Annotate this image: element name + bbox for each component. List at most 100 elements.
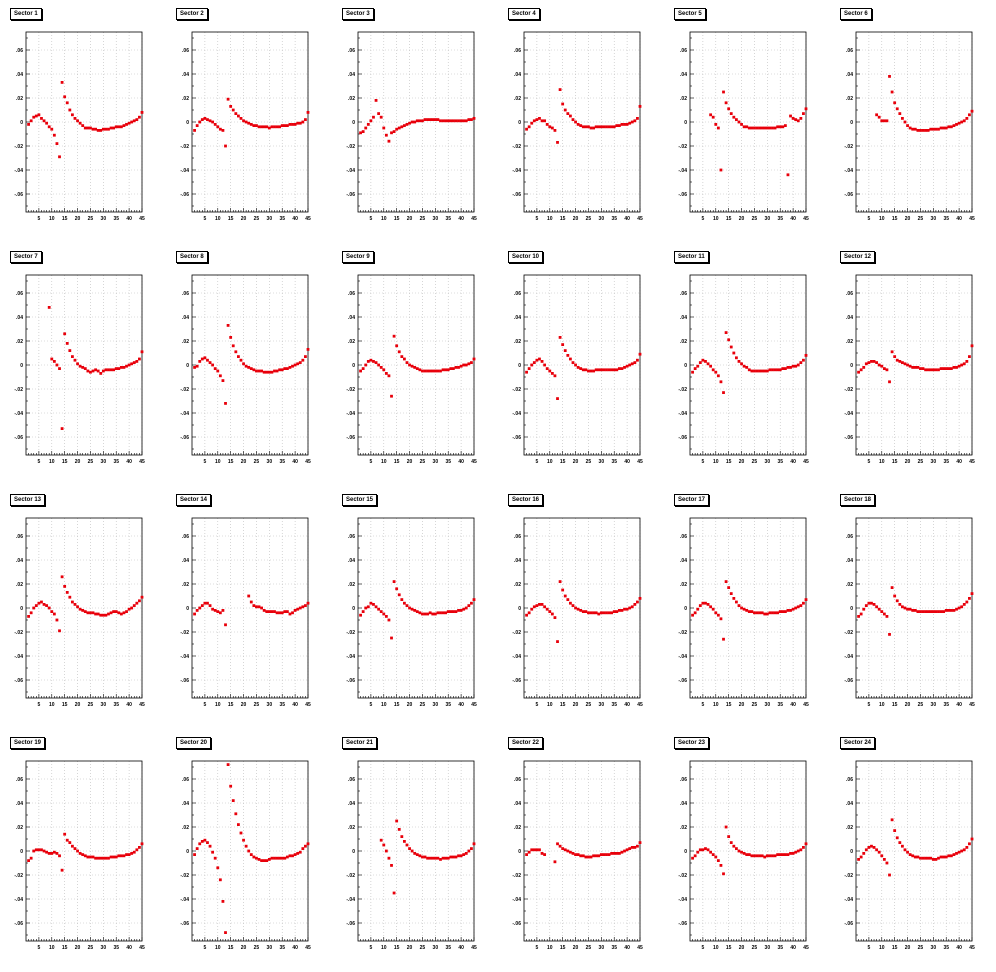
data-point [382,126,386,130]
y-tick-label: 0 [850,120,853,126]
x-tick-label: 40 [790,216,796,222]
data-point [906,124,909,127]
data-point [384,849,388,853]
data-point [459,609,463,612]
data-point [931,368,935,372]
data-point [636,844,639,848]
y-tick-label: .04 [846,72,853,78]
data-point [255,369,258,373]
data-point [122,124,126,127]
y-tick-label: .02 [846,825,853,831]
data-point [107,127,110,131]
x-tick-label: 10 [381,702,387,708]
y-tick-label: .06 [846,534,853,540]
data-point [439,369,442,373]
panel-title: Sector 23 [674,737,710,749]
y-tick-label: .06 [846,48,853,54]
data-point [224,623,227,627]
x-tick-label: 20 [407,216,413,222]
data-point [602,853,606,856]
data-point [364,363,368,367]
data-point [890,818,894,822]
y-tick-label: -.02 [512,387,521,393]
data-point [636,600,639,604]
y-tick-label: -.02 [844,144,853,150]
data-point [696,364,700,368]
data-point [301,120,305,124]
x-tick-label: 30 [267,216,273,222]
data-point [719,617,723,621]
data-point [428,611,432,615]
data-point [888,633,891,636]
y-tick-label: -.04 [678,897,687,903]
data-point [742,607,746,611]
data-point [242,838,245,842]
panel-title: Sector 10 [508,251,544,263]
x-tick-label: 35 [445,945,451,951]
data-point [698,361,702,364]
data-point [895,107,899,111]
data-point [584,125,588,129]
data-point [768,854,772,858]
x-tick-label: 25 [88,459,94,465]
data-point [203,356,207,360]
x-tick-label: 45 [637,216,643,222]
x-tick-label: 5 [867,702,870,708]
data-point [960,120,964,124]
data-point [454,610,458,613]
y-tick-label: .04 [846,801,853,807]
data-point [76,849,79,853]
data-point [908,607,912,611]
y-tick-label: -.04 [346,654,355,660]
data-point [571,118,575,121]
data-point [901,605,904,609]
y-tick-label: .02 [348,339,355,345]
data-point [68,595,72,599]
data-point [628,847,632,850]
data-point [413,366,417,369]
data-point [211,120,215,124]
data-point [410,364,414,368]
data-point [548,369,552,373]
data-point [130,852,134,855]
y-tick-label: 0 [352,849,355,855]
y-tick-label: -.04 [14,654,23,660]
data-point [226,324,230,327]
data-point [937,127,940,131]
data-point [40,600,43,604]
data-point [706,362,710,366]
data-point [65,101,69,105]
data-point [304,604,307,607]
data-point [55,618,59,622]
x-tick-label: 35 [611,459,617,465]
x-tick-label: 40 [458,459,464,465]
sector-panel: Sector 21 5 10 15 20 25 30 35 40 45 -.06 -.04 -.02 0.… [334,729,500,972]
data-point [804,354,808,357]
x-tick-label: 25 [420,945,426,951]
data-point [47,125,51,129]
data-point [768,611,772,615]
data-point [916,610,920,613]
data-point [96,129,100,132]
x-tick-label: 35 [777,459,783,465]
data-point [804,598,808,601]
data-point [799,361,803,364]
data-point [198,842,202,846]
data-point [364,606,368,610]
data-point [94,856,97,860]
x-tick-label: 45 [803,459,809,465]
data-point [99,613,103,617]
data-point [696,607,700,611]
data-point [441,856,445,860]
x-tick-label: 40 [292,459,298,465]
data-point [104,368,108,372]
data-point [970,592,974,595]
x-tick-label: 25 [254,216,260,222]
data-point [206,601,209,605]
data-point [27,123,30,126]
data-point [304,355,307,358]
data-point [584,610,588,613]
data-point [60,427,64,430]
x-tick-label: 40 [458,945,464,951]
y-tick-label: -.02 [678,387,687,393]
